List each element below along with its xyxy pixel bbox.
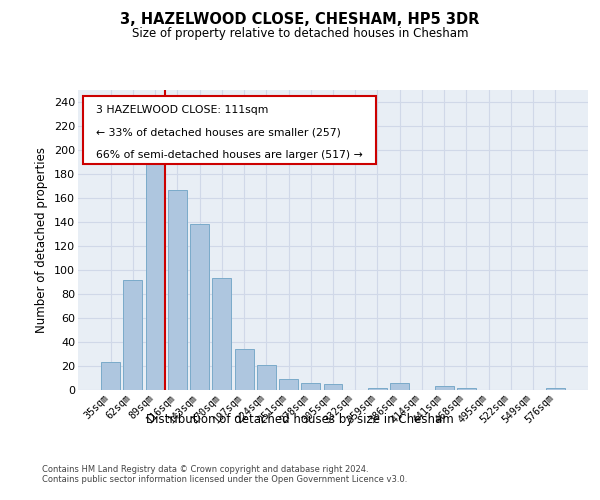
Bar	[235, 349, 254, 390]
Text: Contains public sector information licensed under the Open Government Licence v3: Contains public sector information licen…	[42, 476, 407, 484]
Bar	[101, 362, 120, 390]
Text: Size of property relative to detached houses in Chesham: Size of property relative to detached ho…	[132, 28, 468, 40]
Bar	[168, 190, 187, 390]
Text: Distribution of detached houses by size in Chesham: Distribution of detached houses by size …	[146, 412, 454, 426]
Text: 66% of semi-detached houses are larger (517) →: 66% of semi-detached houses are larger (…	[96, 150, 362, 160]
Text: Contains HM Land Registry data © Crown copyright and database right 2024.: Contains HM Land Registry data © Crown c…	[42, 466, 368, 474]
Bar	[146, 162, 164, 390]
Bar	[323, 384, 343, 390]
Text: 3 HAZELWOOD CLOSE: 111sqm: 3 HAZELWOOD CLOSE: 111sqm	[96, 105, 268, 115]
Bar	[257, 365, 276, 390]
Bar	[190, 224, 209, 390]
Bar	[124, 280, 142, 390]
Text: 3, HAZELWOOD CLOSE, CHESHAM, HP5 3DR: 3, HAZELWOOD CLOSE, CHESHAM, HP5 3DR	[121, 12, 479, 28]
Bar	[368, 388, 387, 390]
Bar	[301, 383, 320, 390]
Y-axis label: Number of detached properties: Number of detached properties	[35, 147, 49, 333]
Text: ← 33% of detached houses are smaller (257): ← 33% of detached houses are smaller (25…	[96, 128, 341, 138]
Bar	[546, 388, 565, 390]
FancyBboxPatch shape	[83, 96, 376, 164]
Bar	[435, 386, 454, 390]
Bar	[212, 278, 231, 390]
Bar	[279, 379, 298, 390]
Bar	[457, 388, 476, 390]
Bar	[390, 383, 409, 390]
